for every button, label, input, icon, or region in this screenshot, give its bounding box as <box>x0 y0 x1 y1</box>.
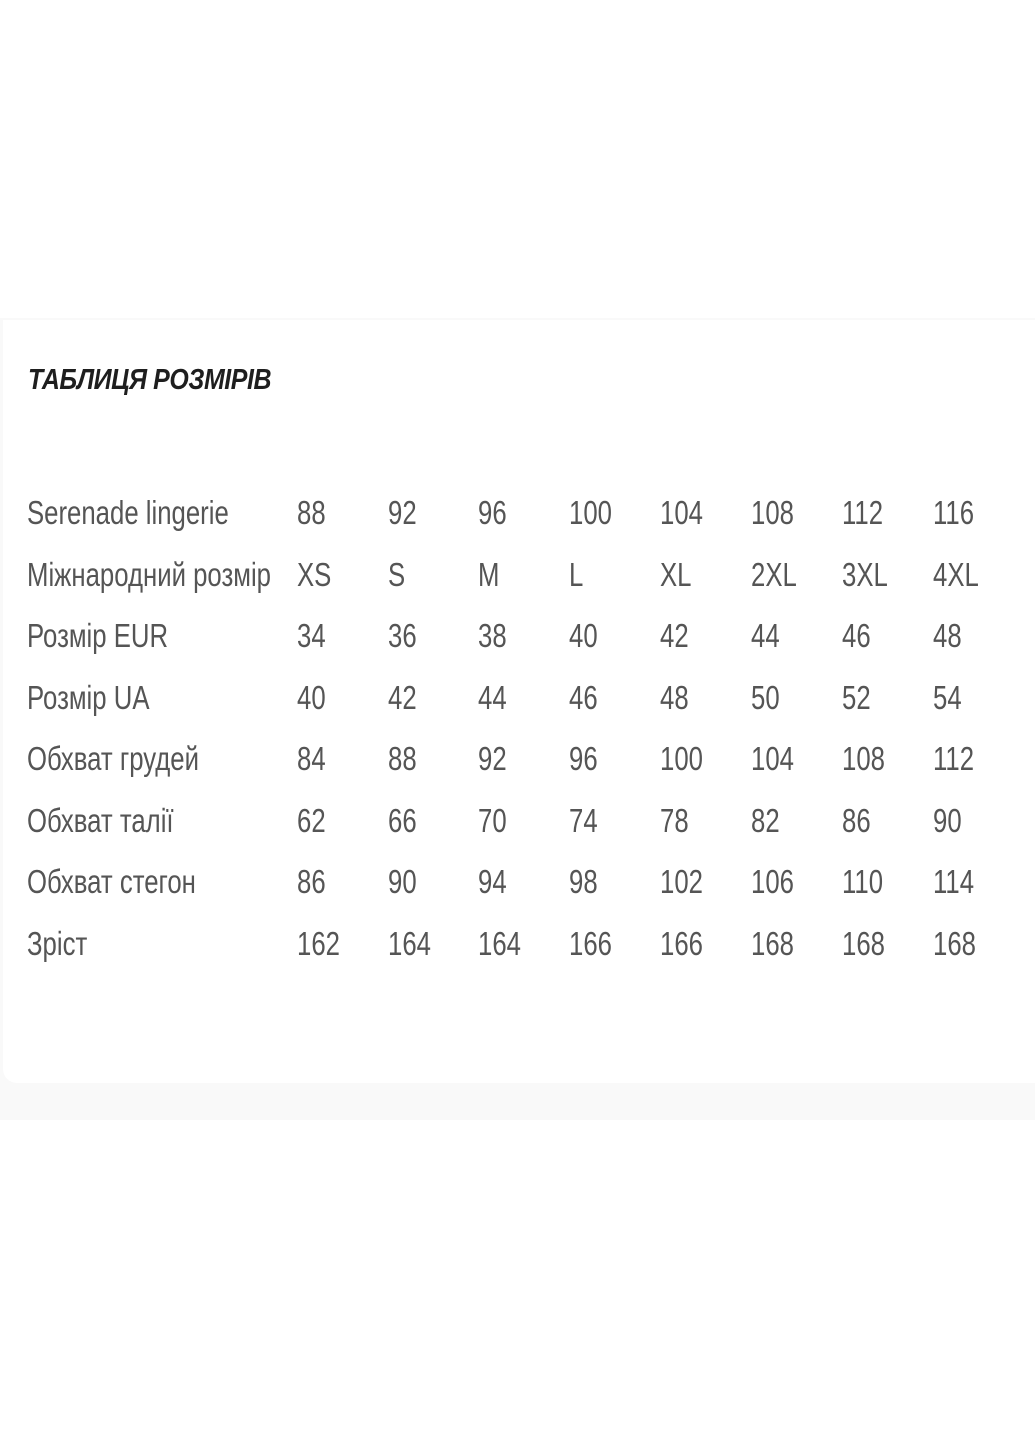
table-cell: XS <box>297 555 332 593</box>
row-label: Обхват грудей <box>27 740 200 777</box>
table-cell: XL <box>660 555 692 593</box>
table-cell: 100 <box>569 494 612 531</box>
table-cell: 52 <box>842 678 871 716</box>
table-cell: 3XL <box>842 555 888 593</box>
table-cell: 62 <box>297 801 326 839</box>
table-cell: 86 <box>297 863 326 900</box>
table-cell: 166 <box>660 924 703 962</box>
table-cell: 86 <box>842 801 871 839</box>
table-cell: 96 <box>478 494 507 531</box>
row-label: Обхват талії <box>27 801 174 839</box>
table-cell: 84 <box>297 740 326 777</box>
table-row: Зріст 162 164 164 166 166 168 168 168 <box>0 924 1035 964</box>
table-cell: 90 <box>933 801 962 839</box>
table-cell: 92 <box>478 740 507 777</box>
table-row: Serenade lingerie 88 92 96 100 104 108 112 116 <box>0 493 1035 533</box>
table-cell: 164 <box>478 924 521 962</box>
table-cell: 48 <box>660 678 689 716</box>
table-cell: 70 <box>478 801 507 839</box>
table-cell: 166 <box>569 924 612 962</box>
row-label: Зріст <box>27 924 88 962</box>
table-cell: 108 <box>751 494 794 531</box>
table-cell: 44 <box>478 678 507 716</box>
table-cell: 88 <box>297 494 326 531</box>
table-cell: 34 <box>297 617 326 654</box>
table-cell: S <box>388 555 406 593</box>
table-cell: 38 <box>478 617 507 654</box>
table-row: Міжнародний розмір XS S M L XL 2XL 3XL 4XL <box>0 555 1035 595</box>
table-cell: 42 <box>388 678 417 716</box>
table-cell: 2XL <box>751 555 797 593</box>
table-cell: 40 <box>569 617 598 654</box>
row-label: Serenade lingerie <box>27 494 229 531</box>
page-title: ТАБЛИЦЯ РОЗМІРІВ <box>28 364 272 396</box>
table-cell: 108 <box>842 740 885 777</box>
table-cell: 92 <box>388 494 417 531</box>
table-cell: 46 <box>569 678 598 716</box>
row-label: Розмір UA <box>27 678 150 716</box>
table-cell: 44 <box>751 617 780 654</box>
table-cell: 96 <box>569 740 598 777</box>
table-cell: 74 <box>569 801 598 839</box>
row-label: Розмір EUR <box>27 617 169 654</box>
table-cell: 42 <box>660 617 689 654</box>
table-cell: 164 <box>388 924 431 962</box>
table-row: Обхват талії 62 66 70 74 78 82 86 90 <box>0 801 1035 841</box>
table-cell: 40 <box>297 678 326 716</box>
table-cell: 112 <box>842 494 884 531</box>
table-cell: 98 <box>569 863 598 900</box>
table-cell: 4XL <box>933 555 979 593</box>
row-label: Міжнародний розмір <box>27 555 271 593</box>
table-cell: 54 <box>933 678 962 716</box>
table-cell: 100 <box>660 740 703 777</box>
table-cell: 82 <box>751 801 780 839</box>
table-cell: 106 <box>751 863 794 900</box>
table-cell: 90 <box>388 863 417 900</box>
table-cell: 94 <box>478 863 507 900</box>
table-cell: 116 <box>933 494 975 531</box>
table-cell: 104 <box>660 494 703 531</box>
size-table-panel <box>3 320 1035 1083</box>
table-cell: L <box>569 555 584 593</box>
table-row: Розмір EUR 34 36 38 40 42 44 46 48 <box>0 616 1035 656</box>
table-row: Обхват грудей 84 88 92 96 100 104 108 112 <box>0 739 1035 779</box>
table-cell: 36 <box>388 617 417 654</box>
table-cell: 88 <box>388 740 417 777</box>
row-label: Обхват стегон <box>27 863 196 900</box>
table-cell: 48 <box>933 617 962 654</box>
table-cell: 110 <box>842 863 884 900</box>
table-cell: 102 <box>660 863 703 900</box>
table-cell: 168 <box>842 924 885 962</box>
table-cell: 104 <box>751 740 794 777</box>
table-cell: 168 <box>933 924 976 962</box>
table-row: Обхват стегон 86 90 94 98 102 106 110 114 <box>0 862 1035 902</box>
table-cell: 168 <box>751 924 794 962</box>
table-cell: 50 <box>751 678 780 716</box>
table-row: Розмір UA 40 42 44 46 48 50 52 54 <box>0 678 1035 718</box>
table-cell: 78 <box>660 801 689 839</box>
table-cell: 162 <box>297 924 340 962</box>
table-cell: 46 <box>842 617 871 654</box>
table-cell: 114 <box>933 863 975 900</box>
table-cell: 112 <box>933 740 975 777</box>
table-cell: 66 <box>388 801 417 839</box>
table-cell: M <box>478 555 500 593</box>
